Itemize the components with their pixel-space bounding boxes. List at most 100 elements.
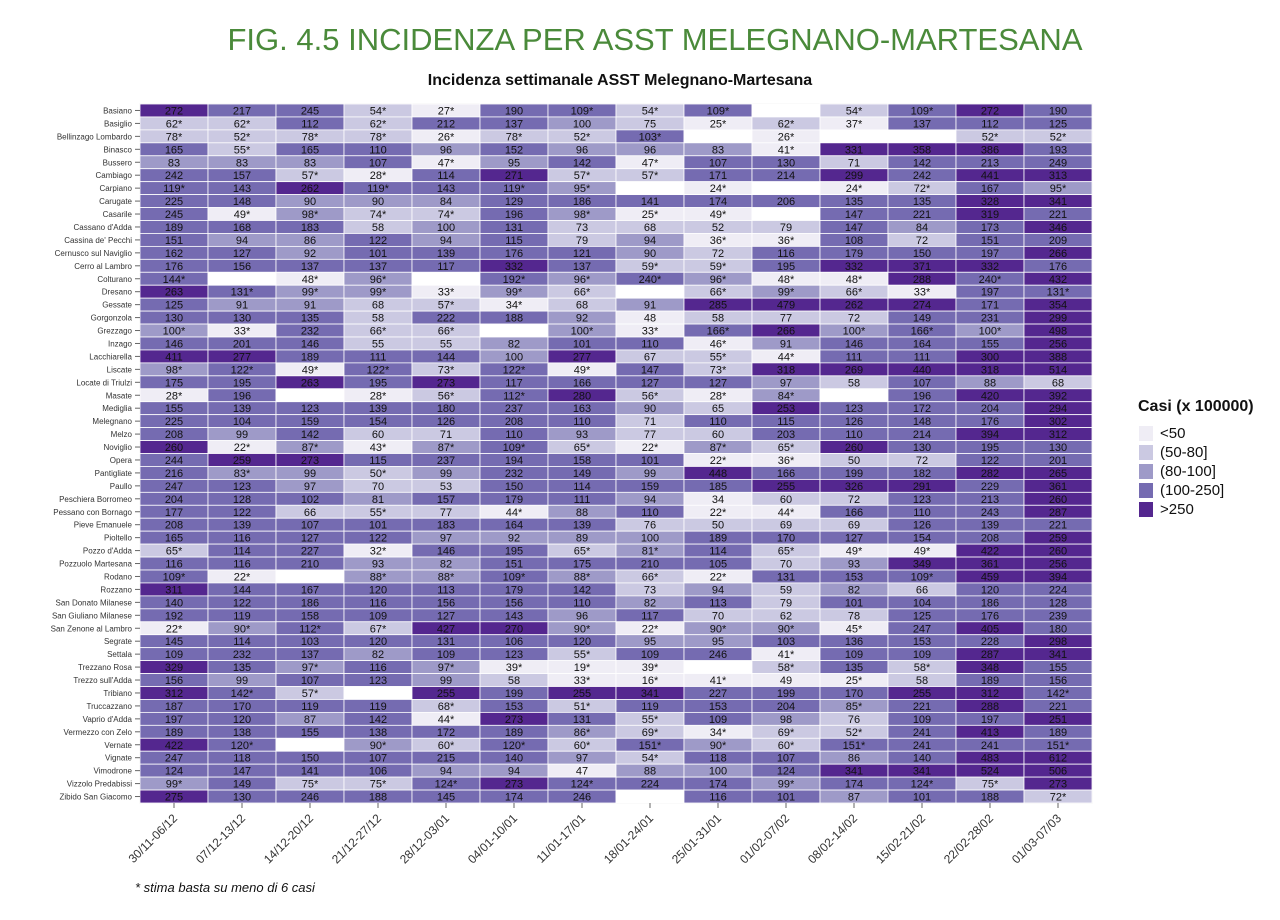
cell-label: 179 — [505, 584, 523, 596]
x-tick-label: 14/12-20/12 — [261, 811, 316, 866]
cell-label: 114 — [709, 546, 727, 558]
cell-label: 166* — [707, 326, 730, 338]
cell-label: 114 — [437, 170, 455, 182]
cell-label: 195 — [233, 377, 251, 389]
cell-label: 109* — [163, 571, 186, 583]
cell-label: 114 — [233, 636, 251, 648]
y-tick-label: Pozzo d'Adda — [83, 547, 133, 556]
cell-label: 277 — [233, 351, 251, 363]
cell-label: 144* — [163, 274, 186, 286]
cell-label: 103 — [777, 636, 795, 648]
cell-label: 110 — [641, 507, 659, 519]
y-tick-label: Cernusco sul Naviglio — [55, 249, 133, 258]
cell-label: 213 — [981, 157, 999, 169]
cell-label: 69* — [642, 727, 659, 739]
cell-label: 84 — [440, 196, 452, 208]
legend-label: >250 — [1160, 501, 1194, 518]
x-tick-label: 04/01-10/01 — [465, 811, 520, 866]
cell-label: 237 — [437, 455, 455, 467]
cell-label: 62* — [166, 118, 183, 130]
cell-label: 109 — [165, 649, 183, 661]
cell-label: 413 — [981, 727, 999, 739]
cell-label: 175 — [573, 559, 591, 571]
x-tick-label: 01/03-07/03 — [1009, 811, 1064, 866]
cell-label: 107 — [913, 377, 931, 389]
cell-label: 99 — [236, 429, 248, 441]
legend-label: (80-100] — [1160, 463, 1216, 480]
cell-label: 99* — [166, 779, 183, 791]
cell-label: 260 — [845, 442, 863, 454]
cell-label: 98* — [574, 209, 591, 221]
cell-label: 204 — [777, 701, 795, 713]
cell-label: 142 — [369, 714, 387, 726]
cell-label: 33* — [234, 326, 251, 338]
heatmap-cell — [479, 323, 549, 338]
cell-label: 111 — [370, 351, 387, 363]
cell-label: 120 — [369, 584, 387, 596]
cell-label: 109* — [571, 105, 594, 117]
legend-item: (80-100] — [1138, 462, 1254, 481]
cell-label: 147 — [845, 222, 863, 234]
cell-label: 75* — [302, 779, 319, 791]
cell-label: 48* — [302, 274, 319, 286]
cell-label: 130 — [913, 442, 931, 454]
cell-label: 59 — [780, 584, 792, 596]
cell-label: 94 — [236, 235, 248, 247]
cell-label: 151 — [505, 559, 523, 571]
cell-label: 99 — [440, 468, 452, 480]
cell-label: 116 — [233, 559, 251, 571]
cell-label: 107 — [777, 753, 795, 765]
cell-label: 93 — [372, 559, 384, 571]
cell-label: 224 — [641, 779, 659, 791]
cell-label: 411 — [165, 351, 183, 363]
cell-label: 388 — [1049, 351, 1067, 363]
legend-label: (100-250] — [1160, 482, 1225, 499]
cell-label: 122* — [367, 364, 390, 376]
cell-label: 201 — [1049, 455, 1067, 467]
cell-label: 479 — [777, 300, 795, 312]
cell-label: 255 — [913, 688, 931, 700]
cell-label: 262 — [845, 300, 863, 312]
cell-label: 95* — [574, 183, 591, 195]
cell-label: 52* — [234, 131, 251, 143]
cell-label: 266 — [777, 326, 795, 338]
cell-label: 170 — [233, 701, 251, 713]
cell-label: 55 — [372, 338, 384, 350]
heatmap-cell — [275, 569, 345, 584]
cell-label: 52* — [574, 131, 591, 143]
cell-label: 259 — [1049, 533, 1067, 545]
cell-label: 154 — [913, 533, 931, 545]
cell-label: 217 — [233, 105, 251, 117]
y-tick-label: Cambiago — [96, 171, 133, 180]
cell-label: 99* — [370, 287, 387, 299]
cell-label: 341 — [641, 688, 659, 700]
y-tick-label: Colturano — [97, 275, 132, 284]
cell-label: 405 — [981, 623, 999, 635]
y-tick-label: Carpiano — [100, 184, 133, 193]
cell-label: 117 — [641, 610, 659, 622]
cell-label: 137 — [913, 118, 931, 130]
cell-label: 109* — [911, 571, 934, 583]
cell-label: 22* — [710, 571, 727, 583]
y-tick-label: Tribiano — [103, 689, 132, 698]
cell-label: 199 — [845, 468, 863, 480]
cell-label: 57* — [302, 170, 319, 182]
cell-label: 66* — [642, 571, 659, 583]
cell-label: 103* — [639, 131, 662, 143]
cell-label: 88 — [576, 507, 588, 519]
chart-title: Incidenza settimanale ASST Melegnano-Mar… — [427, 72, 813, 89]
cell-label: 151 — [165, 235, 183, 247]
cell-label: 111 — [846, 351, 863, 363]
cell-label: 139 — [233, 520, 251, 532]
cell-label: 272 — [165, 105, 183, 117]
cell-label: 156 — [165, 675, 183, 687]
cell-label: 139 — [369, 403, 387, 415]
y-tick-label: Zibido San Giacomo — [60, 793, 133, 802]
cell-label: 94 — [440, 235, 452, 247]
cell-label: 99 — [236, 675, 248, 687]
cell-label: 148 — [233, 196, 251, 208]
cell-label: 34 — [712, 494, 724, 506]
cell-label: 110 — [505, 429, 523, 441]
cell-label: 91 — [304, 300, 316, 312]
cell-label: 114 — [573, 481, 591, 493]
